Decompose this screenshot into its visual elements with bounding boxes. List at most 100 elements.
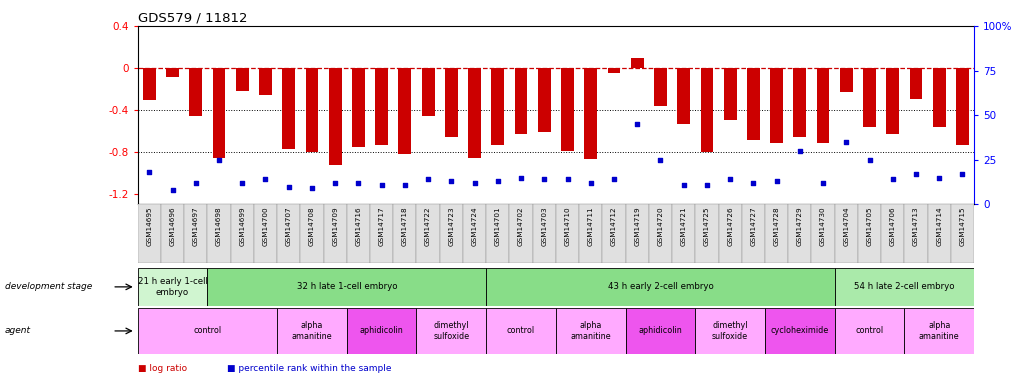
Bar bbox=[161, 204, 184, 262]
Bar bbox=[166, 68, 178, 76]
Point bbox=[257, 177, 273, 183]
Point bbox=[582, 180, 598, 186]
Point bbox=[489, 178, 505, 184]
Bar bbox=[515, 68, 527, 134]
Point bbox=[860, 157, 876, 163]
Text: GSM14708: GSM14708 bbox=[309, 206, 315, 246]
Point bbox=[420, 177, 436, 183]
Bar bbox=[816, 68, 828, 142]
Text: GSM14701: GSM14701 bbox=[494, 206, 500, 246]
Point bbox=[373, 182, 389, 188]
Text: GSM14723: GSM14723 bbox=[448, 206, 453, 246]
Point bbox=[838, 139, 854, 145]
Bar bbox=[230, 204, 254, 262]
Bar bbox=[625, 308, 695, 354]
Text: GSM14707: GSM14707 bbox=[285, 206, 291, 246]
Text: GSM14695: GSM14695 bbox=[146, 206, 152, 246]
Bar bbox=[880, 204, 904, 262]
Point bbox=[304, 185, 320, 191]
Text: alpha
amanitine: alpha amanitine bbox=[918, 321, 959, 340]
Bar bbox=[788, 204, 811, 262]
Bar bbox=[416, 204, 439, 262]
Text: aphidicolin: aphidicolin bbox=[638, 326, 682, 335]
Text: GSM14728: GSM14728 bbox=[772, 206, 779, 246]
Point bbox=[280, 184, 297, 190]
Bar bbox=[793, 68, 805, 137]
Point bbox=[721, 177, 738, 183]
Bar bbox=[138, 268, 207, 306]
Bar bbox=[486, 204, 508, 262]
Bar bbox=[677, 68, 690, 124]
Point bbox=[234, 180, 251, 186]
Bar bbox=[463, 204, 486, 262]
Bar bbox=[277, 308, 346, 354]
Text: dimethyl
sulfoxide: dimethyl sulfoxide bbox=[711, 321, 748, 340]
Text: 54 h late 2-cell embryo: 54 h late 2-cell embryo bbox=[853, 282, 954, 291]
Bar bbox=[926, 204, 950, 262]
Text: GSM14722: GSM14722 bbox=[425, 206, 431, 246]
Text: 43 h early 2-cell embryo: 43 h early 2-cell embryo bbox=[607, 282, 712, 291]
Bar bbox=[950, 204, 973, 262]
Text: GSM14724: GSM14724 bbox=[471, 206, 477, 246]
Point bbox=[466, 180, 482, 186]
Bar bbox=[282, 68, 294, 149]
Text: control: control bbox=[506, 326, 535, 335]
Text: GSM14696: GSM14696 bbox=[169, 206, 175, 246]
Point bbox=[442, 178, 459, 184]
Point bbox=[907, 171, 923, 177]
Bar bbox=[834, 204, 857, 262]
Bar bbox=[886, 68, 899, 134]
Bar bbox=[491, 68, 503, 145]
Bar bbox=[328, 68, 341, 165]
Text: GSM14711: GSM14711 bbox=[587, 206, 593, 246]
Point bbox=[930, 175, 947, 181]
Bar bbox=[904, 204, 926, 262]
Bar bbox=[352, 68, 365, 147]
Point bbox=[698, 182, 714, 188]
Text: GSM14703: GSM14703 bbox=[541, 206, 547, 246]
Bar bbox=[584, 68, 596, 159]
Text: GSM14725: GSM14725 bbox=[703, 206, 709, 246]
Text: GSM14712: GSM14712 bbox=[610, 206, 616, 246]
Text: GSM14715: GSM14715 bbox=[959, 206, 965, 246]
Text: GSM14730: GSM14730 bbox=[819, 206, 825, 246]
Text: control: control bbox=[194, 326, 221, 335]
Text: GSM14699: GSM14699 bbox=[239, 206, 245, 246]
Text: ■ percentile rank within the sample: ■ percentile rank within the sample bbox=[227, 364, 391, 373]
Bar bbox=[746, 68, 759, 141]
Bar bbox=[486, 268, 834, 306]
Point bbox=[513, 175, 529, 181]
Bar bbox=[653, 68, 666, 106]
Text: GSM14702: GSM14702 bbox=[518, 206, 524, 246]
Bar bbox=[741, 204, 764, 262]
Bar bbox=[468, 68, 481, 158]
Bar bbox=[184, 204, 207, 262]
Point bbox=[629, 121, 645, 127]
Text: GSM14714: GSM14714 bbox=[935, 206, 942, 246]
Bar bbox=[955, 68, 968, 145]
Text: GSM14713: GSM14713 bbox=[912, 206, 918, 246]
Text: GSM14717: GSM14717 bbox=[378, 206, 384, 246]
Text: GSM14709: GSM14709 bbox=[332, 206, 338, 246]
Bar bbox=[421, 68, 434, 116]
Point bbox=[954, 171, 970, 177]
Bar bbox=[625, 204, 648, 262]
Text: GSM14698: GSM14698 bbox=[216, 206, 222, 246]
Bar bbox=[212, 68, 225, 158]
Text: GSM14727: GSM14727 bbox=[750, 206, 756, 246]
Text: GSM14706: GSM14706 bbox=[889, 206, 895, 246]
Bar bbox=[532, 204, 555, 262]
Point bbox=[883, 177, 900, 183]
Bar bbox=[695, 204, 717, 262]
Bar bbox=[555, 308, 625, 354]
Bar bbox=[346, 204, 370, 262]
Bar bbox=[416, 308, 486, 354]
Bar bbox=[579, 204, 602, 262]
Text: GSM14729: GSM14729 bbox=[796, 206, 802, 246]
Bar bbox=[857, 204, 880, 262]
Text: dimethyl
sulfoxide: dimethyl sulfoxide bbox=[433, 321, 469, 340]
Text: cycloheximide: cycloheximide bbox=[770, 326, 828, 335]
Bar bbox=[909, 68, 921, 99]
Point bbox=[211, 157, 227, 163]
Point bbox=[536, 177, 552, 183]
